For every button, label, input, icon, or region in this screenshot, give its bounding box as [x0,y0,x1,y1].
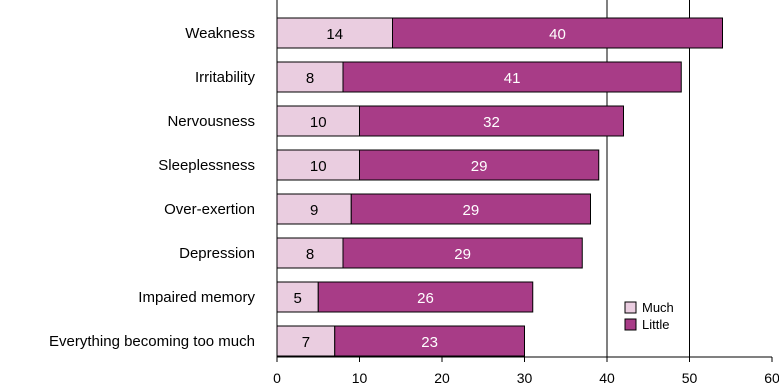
data-label: 5 [293,290,301,307]
bar-little [342,237,583,269]
bar-little [334,325,525,357]
x-tick-label: 0 [273,370,281,386]
data-label: 29 [463,202,480,219]
data-label: 40 [549,26,566,43]
data-label: 8 [306,70,314,87]
bar-much [276,149,360,181]
data-label: 10 [310,114,327,131]
x-tick-labels: 0 10 20 30 40 50 60 [273,357,779,386]
category-label: Everything becoming too much [49,333,255,350]
bar-little [342,61,682,93]
category-label: Weakness [185,25,255,42]
legend-swatch [624,301,637,314]
bar-much [276,237,344,269]
data-label: 26 [417,290,434,307]
data-label: 32 [483,114,500,131]
data-label: 10 [310,158,327,175]
gridlines [606,0,690,357]
x-tick-label: 50 [682,370,698,386]
category-label: Impaired memory [138,289,255,306]
legend-swatch [624,318,637,331]
data-label: 8 [306,246,314,263]
bar-little [317,281,534,313]
bars: 14 40 8 41 10 32 10 29 9 29 8 29 5 26 7 23 [276,17,723,357]
data-label: 41 [504,70,521,87]
data-label: 9 [310,202,318,219]
x-tick-label: 30 [517,370,533,386]
bar-much [276,105,360,137]
category-label: Irritability [195,69,256,86]
bar-little [359,105,624,137]
category-label: Sleeplessness [158,157,255,174]
data-label: 7 [302,334,310,351]
data-label: 29 [454,246,471,263]
bar-little [350,193,591,225]
x-tick-label: 60 [764,370,779,386]
x-tick-label: 10 [352,370,368,386]
legend-label: Little [642,317,669,332]
legend: Much Little [624,300,674,332]
category-label: Over-exertion [164,201,255,218]
x-tick-label: 20 [434,370,450,386]
category-label: Depression [179,245,255,262]
category-labels: Weakness Irritability Nervousness Sleepless… [49,25,255,350]
data-label: 29 [471,158,488,175]
data-label: 14 [326,26,343,43]
bar-little [392,17,723,49]
bar-little [359,149,600,181]
x-tick-label: 40 [599,370,615,386]
legend-label: Much [642,300,674,315]
bar-much [276,281,319,313]
data-label: 23 [421,334,438,351]
category-label: Nervousness [167,113,255,130]
